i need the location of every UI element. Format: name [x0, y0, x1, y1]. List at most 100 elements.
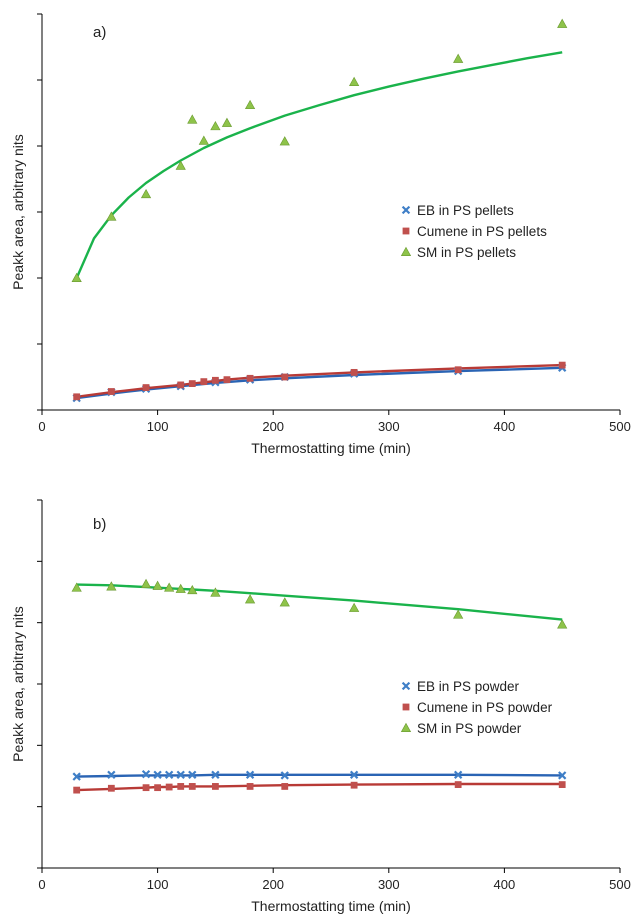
series-0-point — [107, 770, 116, 779]
series-2-point — [71, 272, 82, 282]
series-2-point — [557, 18, 568, 28]
series-1-point — [281, 783, 289, 790]
series-0-fit-line — [76, 366, 563, 400]
series-0-point — [164, 770, 174, 779]
series-0-point — [141, 769, 151, 779]
series-2-point — [557, 619, 568, 629]
series-0-point — [558, 771, 567, 780]
series-2-point — [106, 211, 117, 221]
panel-label: b) — [93, 516, 106, 533]
series-0-point-stroke-b — [211, 770, 220, 779]
series-1-point — [558, 781, 566, 788]
x-axis-label: Thermostatting time (min) — [251, 440, 410, 456]
legend-label-2: SM in PS pellets — [417, 245, 516, 260]
legend-marker-2 — [400, 246, 412, 256]
legend-marker-0 — [401, 681, 411, 691]
series-0-point — [188, 770, 197, 779]
legend-marker-0-stroke-b — [401, 205, 411, 215]
series-0-point-stroke-b — [107, 770, 116, 779]
series-1-point — [350, 368, 358, 376]
series-1-point — [350, 781, 358, 789]
series-1-point — [165, 783, 173, 791]
series-1-point — [188, 783, 196, 790]
series-2-point — [198, 135, 209, 145]
series-1-point — [246, 374, 254, 382]
series-0-point — [72, 772, 81, 781]
series-1-point — [177, 783, 185, 790]
series-0-point-stroke-b — [176, 770, 185, 779]
chart-panel-b: 0 100 200 300 400 500 Thermostatting time (min… — [10, 499, 631, 914]
series-0-point-stroke-b — [558, 771, 567, 780]
series-0-point — [211, 770, 220, 779]
series-1-point — [200, 378, 208, 386]
legend-marker-0-stroke-b — [401, 681, 411, 691]
x-tick-label: 300 — [378, 877, 400, 892]
series-2-point — [187, 584, 198, 595]
legend-marker-0 — [401, 205, 411, 215]
series-1-point — [107, 784, 115, 792]
series-1-point — [73, 786, 81, 794]
series-2-point — [140, 188, 152, 199]
series-0-point — [176, 770, 185, 779]
series-0-point — [453, 770, 463, 779]
series-1-fit-line — [76, 782, 563, 792]
x-tick-label: 200 — [262, 419, 284, 434]
series-1-point — [73, 393, 81, 401]
series-2-fit-line — [75, 51, 563, 279]
series-0-point — [153, 770, 162, 779]
series-0-point — [280, 771, 289, 780]
x-tick-label: 0 — [38, 419, 45, 434]
legend-label-1: Cumene in PS powder — [417, 700, 553, 715]
series-0-point-stroke-b — [245, 770, 255, 779]
series-1-point — [107, 388, 115, 395]
series-0-point-stroke-b — [349, 770, 359, 779]
series-1-point — [142, 384, 150, 391]
series-1-point — [454, 366, 462, 374]
legend-label-0: EB in PS pellets — [417, 203, 514, 218]
x-axis-label: Thermostatting time (min) — [251, 898, 410, 914]
series-2-point — [175, 160, 186, 170]
series-0-point-stroke-b — [153, 770, 162, 779]
series-1-point — [454, 781, 462, 788]
series-2-point — [279, 597, 290, 607]
series-0-point — [349, 770, 359, 779]
x-tick-label: 200 — [262, 877, 284, 892]
series-0-point-stroke-b — [453, 770, 463, 779]
x-tick-label: 500 — [609, 877, 631, 892]
x-tick-label: 100 — [147, 419, 169, 434]
x-tick-label: 300 — [378, 419, 400, 434]
series-2-point — [349, 76, 360, 86]
series-2-point — [152, 580, 163, 590]
series-0-point-stroke-b — [141, 769, 151, 779]
series-1-point — [212, 783, 219, 790]
series-1-point — [188, 380, 196, 387]
series-1-point — [223, 376, 231, 384]
series-0-point-stroke-b — [280, 771, 289, 780]
series-2-point — [453, 53, 464, 63]
series-1-point — [246, 783, 254, 790]
series-2-point — [453, 609, 464, 619]
series-2-point — [349, 602, 360, 612]
legend-label-0: EB in PS powder — [417, 679, 520, 694]
series-1-point — [212, 376, 219, 384]
series-2-fit-line — [76, 583, 563, 621]
series-0-point — [245, 770, 255, 779]
y-axis-label: Peakk area, arbitrary nits — [10, 606, 26, 762]
series-2-point — [279, 136, 290, 146]
series-1-point — [558, 361, 566, 369]
series-0-point-stroke-b — [188, 770, 197, 779]
series-2-point — [164, 582, 175, 592]
series-2-point — [140, 578, 152, 589]
series-1-point — [177, 381, 185, 389]
x-tick-label: 0 — [38, 877, 45, 892]
y-axis-label: Peakk area, arbitrary nits — [10, 134, 26, 290]
series-2-point — [244, 99, 256, 110]
series-2-point — [244, 594, 256, 604]
series-2-point — [221, 117, 233, 127]
series-1-point — [142, 784, 150, 792]
series-0-point-stroke-b — [72, 772, 81, 781]
series-2-point — [106, 581, 117, 591]
series-2-point — [210, 120, 221, 131]
legend-marker-2 — [400, 722, 412, 732]
legend-label-2: SM in PS powder — [417, 721, 522, 736]
